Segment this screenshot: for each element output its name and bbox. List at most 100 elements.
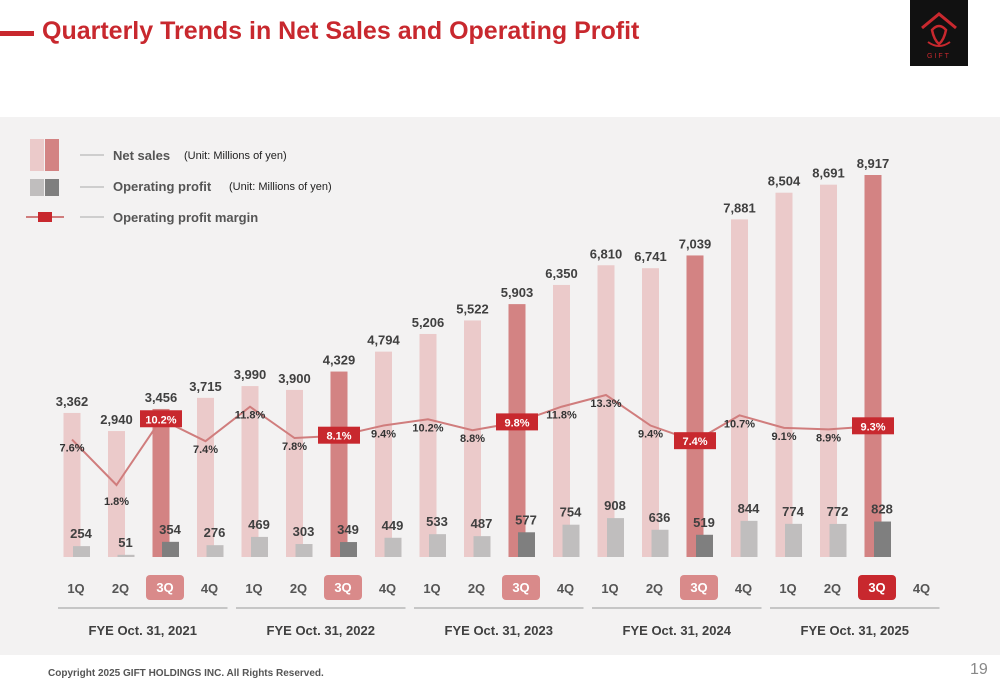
operating-profit-data-label: 636 xyxy=(649,510,671,525)
net-sales-data-label: 3,362 xyxy=(56,394,89,409)
net-sales-bar xyxy=(775,192,793,557)
quarter-tick-label: 4Q xyxy=(557,581,574,596)
margin-data-label: 10.2% xyxy=(412,422,443,434)
logo-text: GIFT xyxy=(927,53,951,60)
company-logo: GIFT xyxy=(910,0,968,66)
operating-profit-data-label: 254 xyxy=(70,526,92,541)
operating-profit-bar xyxy=(73,546,90,557)
operating-profit-data-label: 469 xyxy=(248,517,270,532)
net-sales-bar xyxy=(508,304,526,557)
net-sales-data-label: 4,794 xyxy=(367,333,400,348)
title-accent-bar xyxy=(0,31,34,36)
quarter-tick-label: 2Q xyxy=(112,581,129,596)
quarter-tick-label: 2Q xyxy=(646,581,663,596)
operating-profit-bar xyxy=(518,532,535,557)
operating-profit-data-label: 354 xyxy=(159,522,181,537)
fiscal-year-label: FYE Oct. 31, 2024 xyxy=(623,623,732,638)
net-sales-data-label: 6,810 xyxy=(590,246,623,261)
margin-highlight-box xyxy=(852,417,894,435)
net-sales-bar xyxy=(597,265,615,557)
quarter-tick-label: 4Q xyxy=(379,581,396,596)
legend-margin-label: Operating profit margin xyxy=(113,210,258,225)
operating-profit-data-label: 577 xyxy=(515,512,537,527)
quarter-tag-box xyxy=(502,575,540,600)
fiscal-year-label: FYE Oct. 31, 2021 xyxy=(89,623,197,638)
operating-profit-data-label: 772 xyxy=(827,504,849,519)
operating-profit-bar xyxy=(251,536,268,557)
margin-highlight-box xyxy=(140,410,182,428)
margin-data-label: 8.8% xyxy=(460,433,485,445)
quarter-tick-label: 2Q xyxy=(468,581,485,596)
margin-data-label: 7.4% xyxy=(193,444,218,456)
margin-highlight-box xyxy=(674,432,716,450)
quarter-tick-label: 4Q xyxy=(735,581,752,596)
operating-profit-bar xyxy=(874,521,891,557)
net-sales-data-label: 2,940 xyxy=(100,412,133,427)
net-sales-bar xyxy=(330,371,348,557)
quarter-tag-box xyxy=(146,575,184,600)
operating-profit-bar xyxy=(607,518,624,557)
quarter-tick-label: 1Q xyxy=(779,581,796,596)
margin-data-label: 7.8% xyxy=(282,441,307,453)
net-sales-bar xyxy=(241,386,259,557)
quarter-tick-label: 3Q xyxy=(334,580,351,595)
quarter-tick-label: 3Q xyxy=(156,580,173,595)
net-sales-data-label: 5,522 xyxy=(456,301,489,316)
legend-net-sales-swatch xyxy=(30,139,44,171)
margin-data-label: 8.1% xyxy=(326,431,351,443)
margin-data-label: 1.8% xyxy=(104,496,129,508)
operating-profit-data-label: 349 xyxy=(337,522,359,537)
quarter-tick-label: 1Q xyxy=(601,581,618,596)
operating-profit-data-label: 908 xyxy=(604,498,626,513)
net-sales-bar xyxy=(642,268,659,557)
operating-profit-bar xyxy=(206,545,224,557)
operating-profit-data-label: 276 xyxy=(204,525,226,540)
quarter-tick-label: 1Q xyxy=(423,581,440,596)
margin-highlight-box xyxy=(496,413,538,431)
operating-profit-data-label: 844 xyxy=(738,501,760,516)
legend-net-sales-label: Net sales xyxy=(113,148,170,163)
operating-profit-bar xyxy=(384,537,402,557)
operating-profit-bar xyxy=(162,541,179,557)
logo-bowl xyxy=(930,24,948,46)
net-sales-bar xyxy=(152,408,170,557)
operating-profit-bar xyxy=(651,529,669,557)
net-sales-bar xyxy=(820,184,837,557)
margin-line xyxy=(71,393,874,487)
margin-data-label: 9.3% xyxy=(860,421,885,433)
legend-net-sales-unit: (Unit: Millions of yen) xyxy=(184,150,287,162)
margin-data-label: 11.8% xyxy=(235,410,266,422)
net-sales-data-label: 8,691 xyxy=(812,166,845,181)
legend-margin-marker xyxy=(38,212,52,222)
operating-profit-data-label: 449 xyxy=(382,518,404,533)
operating-profit-bar xyxy=(829,523,847,557)
quarter-tick-label: 3Q xyxy=(512,580,529,595)
operating-profit-data-label: 828 xyxy=(871,502,893,517)
operating-profit-bar xyxy=(785,523,802,557)
net-sales-data-label: 6,741 xyxy=(634,249,667,264)
net-sales-bar xyxy=(63,412,81,557)
logo-base xyxy=(927,41,951,47)
quarter-tag-box xyxy=(858,575,896,600)
net-sales-data-label: 3,900 xyxy=(278,371,311,386)
logo-roof xyxy=(921,12,957,30)
net-sales-data-label: 7,039 xyxy=(679,236,712,251)
margin-data-label: 11.8% xyxy=(546,410,577,422)
fiscal-year-label: FYE Oct. 31, 2023 xyxy=(445,623,553,638)
operating-profit-bar xyxy=(562,524,580,557)
quarter-tick-label: 1Q xyxy=(245,581,262,596)
operating-profit-bar xyxy=(473,536,491,557)
margin-data-label: 10.2% xyxy=(145,414,176,426)
net-sales-data-label: 3,990 xyxy=(234,367,267,382)
operating-profit-bar xyxy=(429,534,446,557)
net-sales-data-label: 4,329 xyxy=(323,353,356,368)
margin-data-label: 9.4% xyxy=(371,429,396,441)
quarter-tick-label: 4Q xyxy=(913,581,930,596)
operating-profit-data-label: 754 xyxy=(560,505,582,520)
fiscal-year-label: FYE Oct. 31, 2025 xyxy=(801,623,909,638)
net-sales-data-label: 6,350 xyxy=(545,266,578,281)
quarter-tick-label: 4Q xyxy=(201,581,218,596)
operating-profit-bar xyxy=(340,542,357,557)
net-sales-data-label: 7,881 xyxy=(723,200,756,215)
